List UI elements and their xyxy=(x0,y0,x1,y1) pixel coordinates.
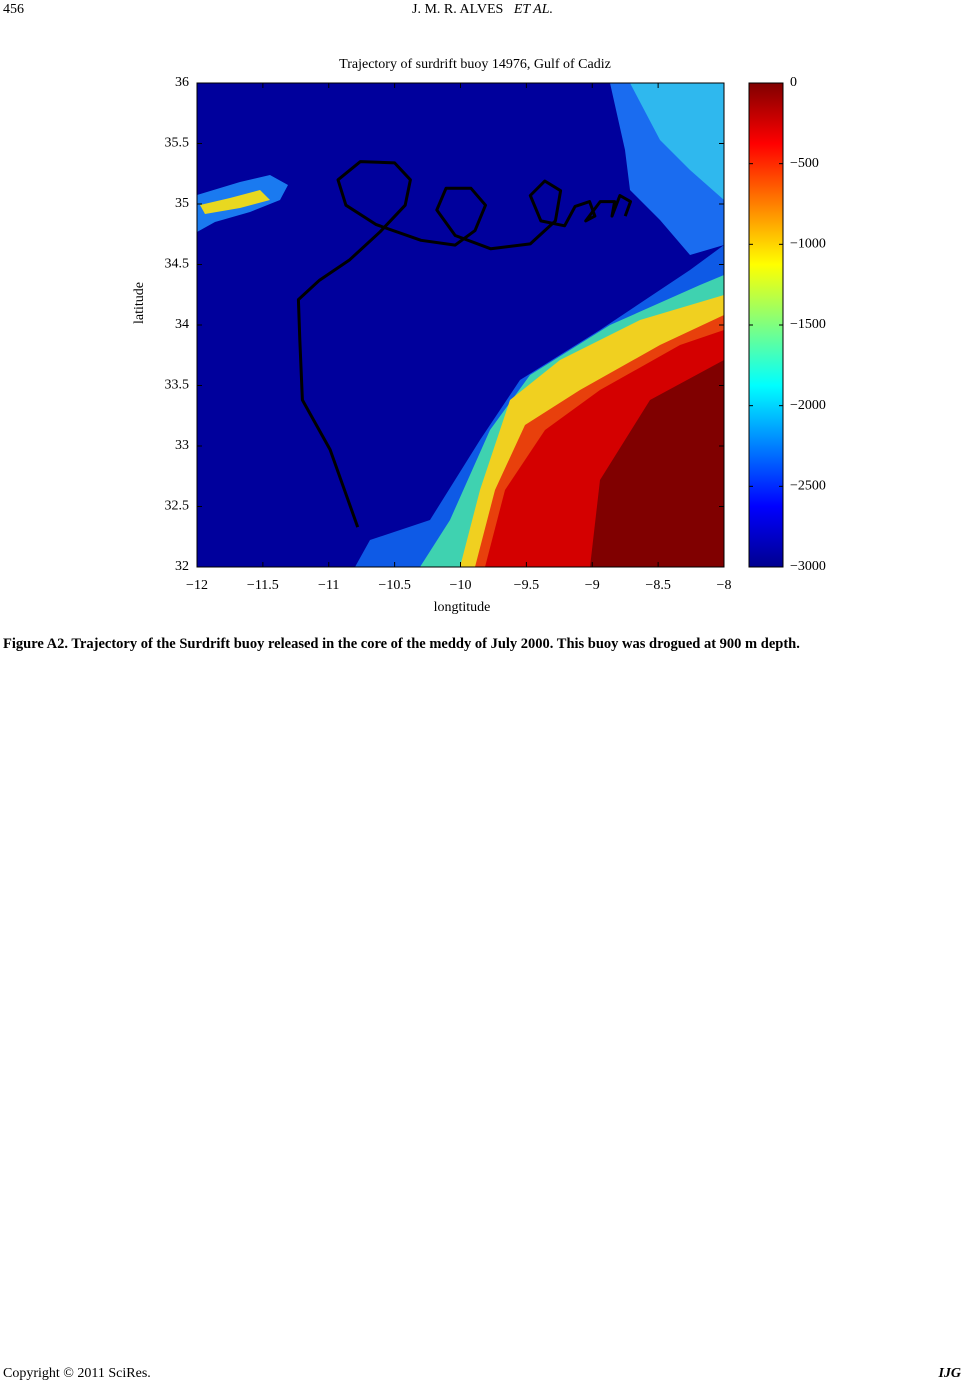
colorbar-tick-label: −500 xyxy=(790,156,819,171)
x-tick-label: −11 xyxy=(318,578,339,593)
figure-caption: Figure A2. Trajectory of the Surdrift bu… xyxy=(3,636,800,652)
colorbar-tick-label: −3000 xyxy=(790,559,826,574)
x-tick-label: −9.5 xyxy=(514,578,539,593)
y-tick-label: 32 xyxy=(175,559,189,574)
x-tick-label: −9 xyxy=(585,578,600,593)
copyright: Copyright © 2011 SciRes. xyxy=(3,1366,151,1381)
colorbar-tick-label: −2500 xyxy=(790,479,826,494)
bathymetry xyxy=(197,83,724,567)
x-tick-label: −8.5 xyxy=(645,578,670,593)
x-tick-label: −11.5 xyxy=(247,578,279,593)
y-tick-label: 35.5 xyxy=(165,136,190,151)
colorbar-tick-label: −1500 xyxy=(790,317,826,332)
et-al: ET AL. xyxy=(513,2,553,17)
trajectory xyxy=(296,160,632,528)
colorbar-tick-label: 0 xyxy=(790,75,797,90)
figure: Trajectory of surdrift buoy 14976, Gulf … xyxy=(132,57,826,615)
y-tick-label: 33.5 xyxy=(165,378,190,393)
y-tick-label: 35 xyxy=(175,196,189,211)
x-tick-label: −10 xyxy=(450,578,472,593)
y-tick-label: 34 xyxy=(175,317,189,332)
y-axis-label: latitude xyxy=(132,282,147,324)
chart-title: Trajectory of surdrift buoy 14976, Gulf … xyxy=(339,57,611,72)
x-tick-label: −12 xyxy=(186,578,208,593)
x-tick-label: −10.5 xyxy=(378,578,410,593)
journal: IJG xyxy=(938,1366,961,1381)
x-tick-label: −8 xyxy=(717,578,732,593)
y-tick-label: 34.5 xyxy=(165,257,190,272)
colorbar xyxy=(748,82,784,568)
y-tick-label: 33 xyxy=(175,438,189,453)
page-number: 456 xyxy=(3,2,24,17)
y-tick-label: 32.5 xyxy=(165,499,190,514)
authors: J. M. R. ALVES xyxy=(412,2,504,17)
colorbar-tick-label: −1000 xyxy=(790,237,826,252)
colorbar-tick-label: −2000 xyxy=(790,398,826,413)
y-tick-label: 36 xyxy=(175,75,189,90)
running-head: J. M. R. ALVES ET AL. xyxy=(0,2,965,18)
x-axis-label: longtitude xyxy=(434,600,491,615)
